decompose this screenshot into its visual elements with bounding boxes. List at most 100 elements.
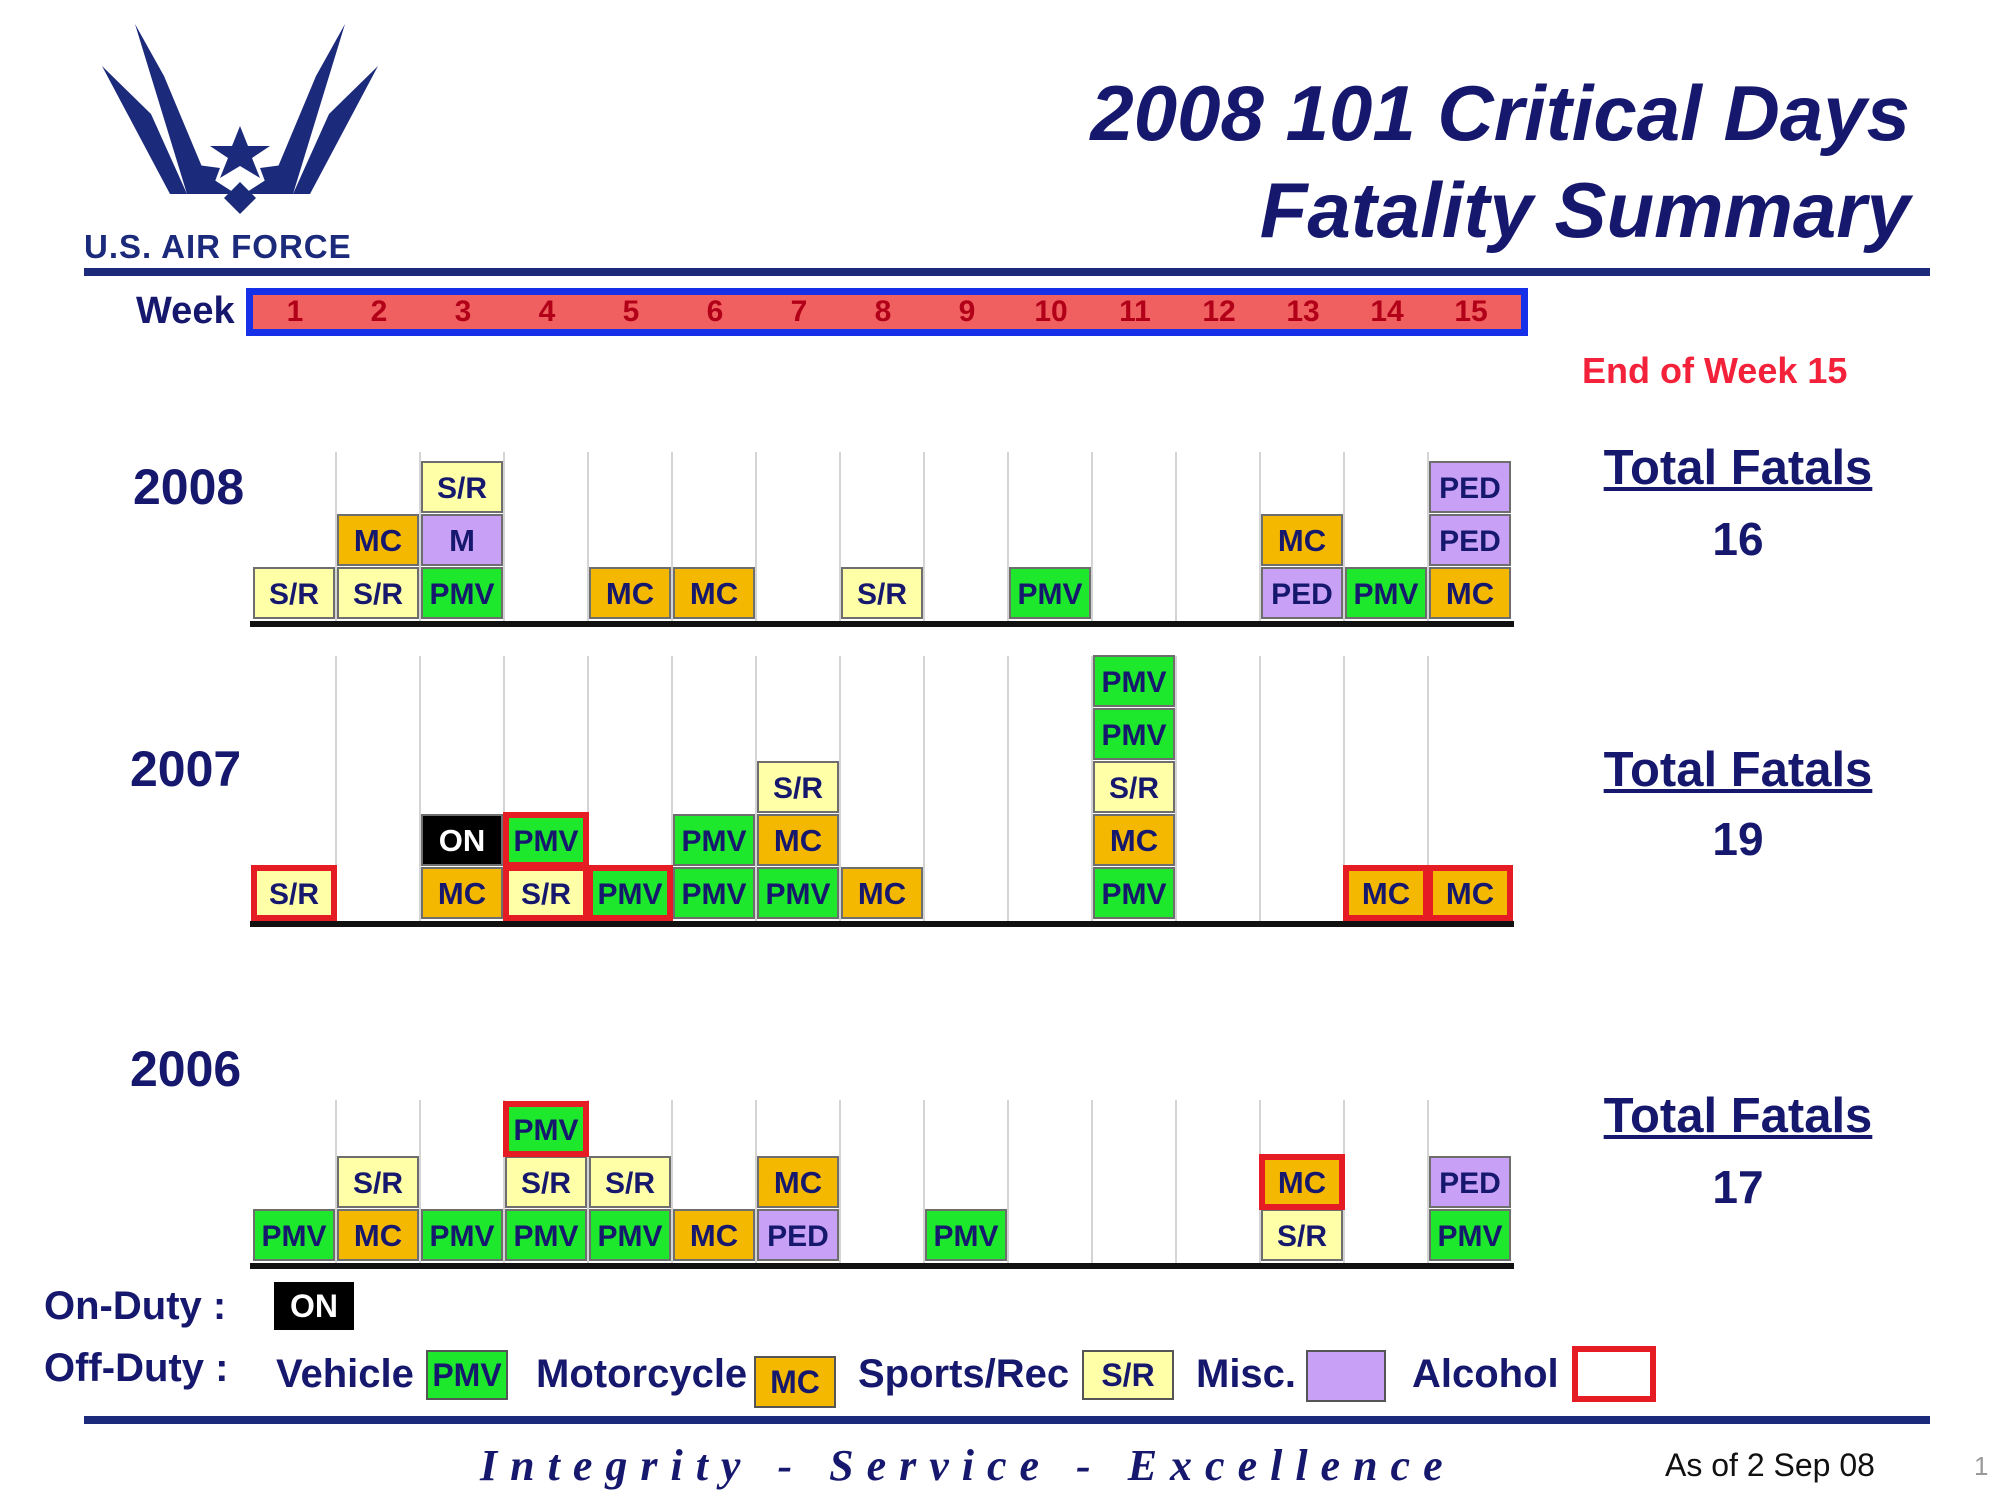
footer-divider bbox=[84, 1416, 1930, 1424]
fatality-block-label: PED bbox=[1439, 525, 1501, 558]
fatality-block-label: MC bbox=[606, 576, 654, 611]
total-fatals-value-2006: 17 bbox=[1712, 1161, 1764, 1213]
fatality-block: PED bbox=[1429, 1156, 1511, 1208]
fatality-block-rect bbox=[1093, 867, 1175, 919]
fatality-block-rect bbox=[589, 1156, 671, 1208]
fatality-block-label: PMV bbox=[1101, 719, 1166, 752]
fatality-block: PMV bbox=[587, 865, 673, 921]
fatality-block-rect bbox=[925, 1209, 1007, 1261]
legend-alcohol-label: Alcohol bbox=[1412, 1352, 1559, 1396]
fatality-block-label: PMV bbox=[597, 878, 662, 911]
fatality-block: MC bbox=[421, 867, 503, 919]
week-number: 7 bbox=[790, 295, 808, 328]
end-of-week-label: End of Week 15 bbox=[1582, 350, 1848, 391]
fatality-block: PMV bbox=[673, 814, 755, 866]
fatality-block-rect bbox=[1093, 655, 1175, 707]
fatality-block: MC bbox=[1427, 865, 1513, 921]
fatality-block-rect bbox=[1427, 865, 1513, 921]
week-number: 13 bbox=[1286, 295, 1320, 328]
fatality-block-rect bbox=[589, 1209, 671, 1261]
fatality-block-label: MC bbox=[774, 1165, 822, 1200]
fatality-block: MC bbox=[1259, 1154, 1345, 1210]
week-number: 1 bbox=[286, 295, 304, 328]
fatality-block-rect bbox=[337, 1209, 419, 1261]
fatality-block-rect bbox=[421, 461, 503, 513]
as-of-date: As of 2 Sep 08 bbox=[1665, 1447, 1875, 1483]
fatality-block: MC bbox=[673, 1209, 755, 1261]
fatality-block: MC bbox=[1261, 514, 1343, 566]
fatality-block-label: MC bbox=[1278, 523, 1326, 558]
fatality-block-rect bbox=[1343, 865, 1429, 921]
fatality-block-label: MC bbox=[1110, 823, 1158, 858]
org-name: U.S. AIR FORCE bbox=[84, 228, 352, 265]
fatality-block-label: S/R bbox=[353, 578, 403, 611]
fatality-block: PMV bbox=[925, 1209, 1007, 1261]
fatality-block-label: PMV bbox=[261, 1220, 326, 1253]
week-number: 11 bbox=[1119, 295, 1151, 328]
fatality-block-label: MC bbox=[354, 1218, 402, 1253]
legend-mc-box: MC bbox=[754, 1356, 836, 1408]
fatality-block: S/R bbox=[251, 865, 337, 921]
page-title-line1: 2008 101 Critical Days bbox=[1090, 69, 1910, 157]
header-divider bbox=[84, 268, 1930, 276]
fatality-block: S/R bbox=[589, 1156, 671, 1208]
fatality-block-label: PED bbox=[1271, 578, 1333, 611]
fatality-block-rect bbox=[1429, 514, 1511, 566]
legend-on-box: ON bbox=[274, 1282, 354, 1330]
week-number: 6 bbox=[706, 295, 724, 328]
fatality-block: S/R bbox=[1261, 1209, 1343, 1261]
fatality-block: S/R bbox=[841, 567, 923, 619]
fatality-block: MC bbox=[757, 814, 839, 866]
fatality-block-label: PMV bbox=[681, 878, 746, 911]
fatality-block-label: S/R bbox=[605, 1167, 655, 1200]
footer-motto: Integrity - Service - Excellence bbox=[480, 1441, 1456, 1490]
fatality-block: PMV bbox=[1093, 655, 1175, 707]
week-bar: 1 2 3 4 5 6 7 8 9 10 11 12 13 14 15 bbox=[246, 288, 1528, 336]
fatality-block-rect bbox=[421, 867, 503, 919]
fatality-block: PMV bbox=[757, 867, 839, 919]
page-title-line2: Fatality Summary bbox=[1259, 166, 1910, 254]
fatality-block-label: MC bbox=[1446, 876, 1494, 911]
fatality-block-rect bbox=[421, 1209, 503, 1261]
fatality-block: S/R bbox=[505, 1156, 587, 1208]
fatality-block-label: PED bbox=[1439, 472, 1501, 505]
fatality-block: MC bbox=[1093, 814, 1175, 866]
fatality-block: MC bbox=[841, 867, 923, 919]
fatality-block-label: MC bbox=[1278, 1165, 1326, 1200]
fatality-block: MC bbox=[337, 514, 419, 566]
fatality-block-label: MC bbox=[1446, 576, 1494, 611]
fatality-block-rect bbox=[589, 567, 671, 619]
total-fatals-title-2008: Total Fatals bbox=[1603, 441, 1873, 495]
fatality-block-label: S/R bbox=[521, 878, 571, 911]
week-number: 5 bbox=[622, 295, 640, 328]
fatality-block-rect bbox=[1009, 567, 1091, 619]
year-label-2007: 2007 bbox=[130, 741, 242, 797]
week-number: 9 bbox=[958, 295, 976, 328]
fatality-block: PED bbox=[1429, 461, 1511, 513]
fatality-block-label: PMV bbox=[1017, 578, 1082, 611]
fatality-block-rect bbox=[673, 867, 755, 919]
week-label: Week bbox=[136, 290, 235, 332]
fatality-block: PMV bbox=[505, 1209, 587, 1261]
fatality-block: PMV bbox=[253, 1209, 335, 1261]
fatality-block: MC bbox=[757, 1156, 839, 1208]
week-number: 3 bbox=[454, 295, 472, 328]
total-fatals-value-2007: 19 bbox=[1712, 813, 1764, 865]
fatality-block: MC bbox=[673, 567, 755, 619]
fatality-block-label: PMV bbox=[1437, 1220, 1502, 1253]
fatality-block-rect bbox=[1261, 1209, 1343, 1261]
year-label-2008: 2008 bbox=[133, 459, 245, 515]
fatality-block-rect bbox=[337, 1156, 419, 1208]
fatality-block: PMV bbox=[421, 1209, 503, 1261]
fatality-block-label: PMV bbox=[513, 825, 578, 858]
fatality-block: PMV bbox=[1429, 1209, 1511, 1261]
fatality-block-label: MC bbox=[354, 523, 402, 558]
fatality-block-label: MC bbox=[858, 876, 906, 911]
fatality-block-rect bbox=[505, 1209, 587, 1261]
fatality-block-rect bbox=[757, 867, 839, 919]
fatality-block-rect bbox=[757, 1156, 839, 1208]
fatality-block: PED bbox=[1429, 514, 1511, 566]
week-number: 10 bbox=[1034, 295, 1068, 328]
fatality-block-label: PMV bbox=[597, 1220, 662, 1253]
